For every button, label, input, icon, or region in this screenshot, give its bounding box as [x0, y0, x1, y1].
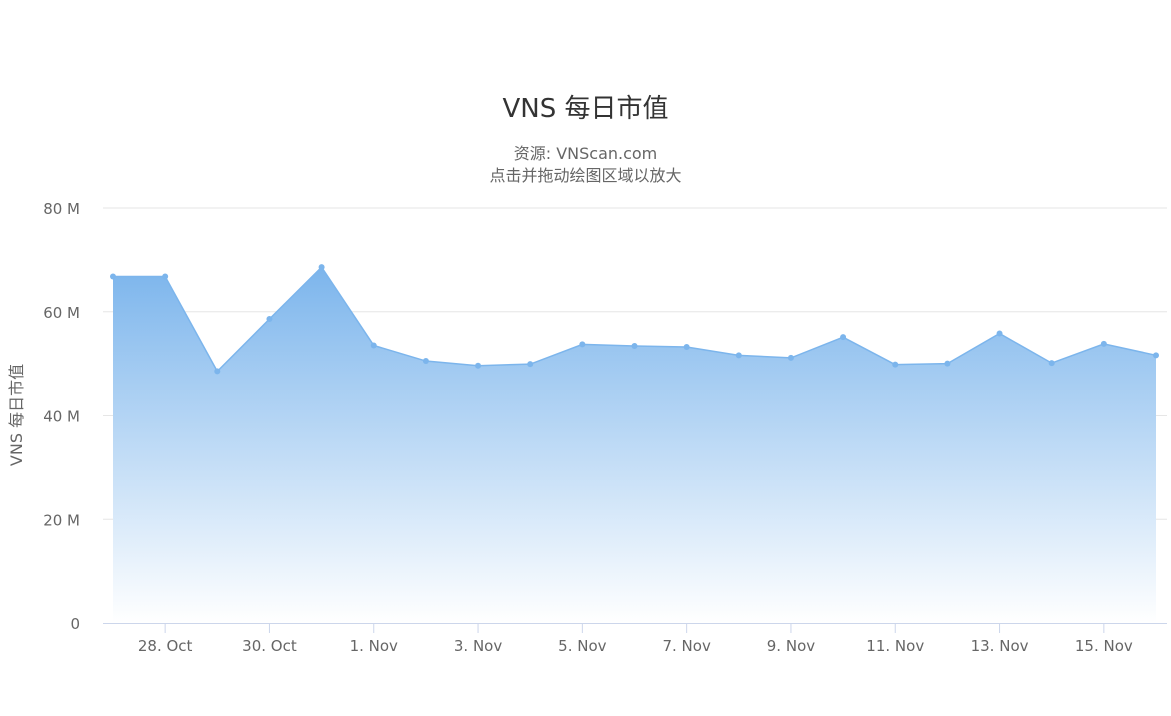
data-point[interactable]: [892, 361, 899, 368]
data-point[interactable]: [631, 342, 638, 349]
data-point[interactable]: [683, 344, 690, 351]
data-point[interactable]: [840, 334, 847, 341]
data-point[interactable]: [266, 316, 273, 323]
data-point[interactable]: [422, 358, 429, 365]
x-tick-label: 5. Nov: [558, 637, 606, 655]
y-axis-title: VNS 每日市值: [7, 364, 26, 466]
x-tick-label: 13. Nov: [971, 637, 1029, 655]
x-tick-label: 3. Nov: [454, 637, 502, 655]
data-point[interactable]: [162, 273, 169, 280]
area-fill: [113, 267, 1156, 623]
chart-subtitle-zoom-hint: 点击并拖动绘图区域以放大: [489, 166, 682, 185]
y-tick-label: 40 M: [43, 408, 80, 426]
y-tick-label: 0: [70, 615, 80, 633]
data-point[interactable]: [370, 342, 377, 349]
x-tick-label: 7. Nov: [662, 637, 710, 655]
x-tick-label: 1. Nov: [350, 637, 398, 655]
y-tick-label: 60 M: [43, 304, 80, 322]
x-tick-label: 9. Nov: [767, 637, 815, 655]
y-tick-label: 80 M: [43, 200, 80, 218]
data-point[interactable]: [1100, 340, 1107, 347]
data-point[interactable]: [318, 264, 325, 271]
data-point[interactable]: [579, 341, 586, 348]
data-point[interactable]: [996, 330, 1003, 337]
x-tick-label: 30. Oct: [242, 637, 297, 655]
data-point[interactable]: [735, 352, 742, 359]
y-tick-label: 20 M: [43, 511, 80, 529]
data-point[interactable]: [110, 273, 116, 280]
data-point[interactable]: [787, 354, 794, 361]
chart-title: VNS 每日市值: [502, 94, 669, 124]
data-points: [110, 264, 1159, 375]
x-tick-label: 28. Oct: [138, 637, 193, 655]
data-point[interactable]: [1048, 360, 1055, 367]
data-point[interactable]: [214, 368, 221, 375]
x-tick-label: 15. Nov: [1075, 637, 1133, 655]
data-point[interactable]: [527, 361, 534, 368]
data-point[interactable]: [475, 362, 482, 369]
x-tick-label: 11. Nov: [866, 637, 924, 655]
data-point[interactable]: [944, 360, 951, 367]
axes: 0 20 M 40 M 60 M 80 M 28. Oct 30. Oct 1. Nov 3. …: [43, 200, 1167, 655]
chart-subtitle-source: 资源: VNScan.com: [513, 144, 658, 163]
data-point[interactable]: [1153, 352, 1159, 359]
